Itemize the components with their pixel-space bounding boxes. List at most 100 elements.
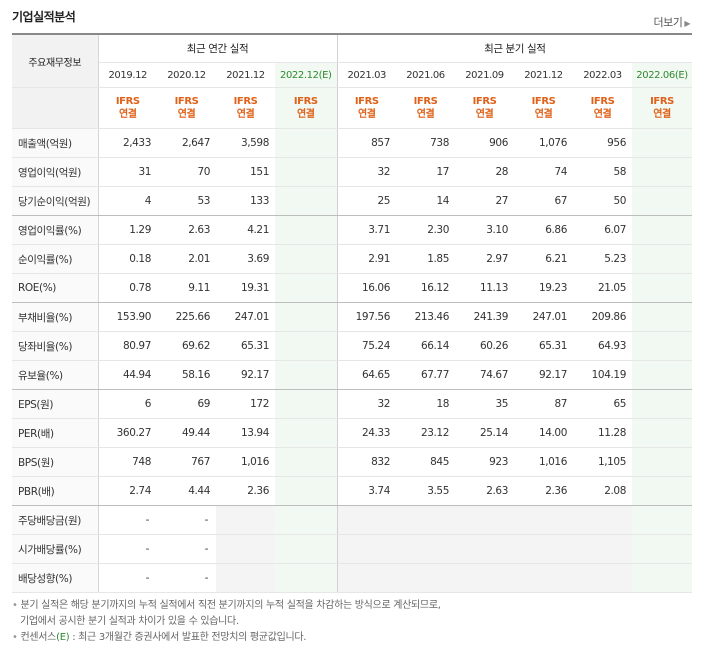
table-cell: 172 (216, 389, 275, 419)
table-cell: 1,105 (573, 447, 632, 477)
table-row: 부채비율(%) 153.90 225.66 247.01 197.56 213.46 241… (12, 302, 693, 332)
table-cell: 65.31 (514, 331, 573, 361)
period-label: 2021.03 (347, 69, 387, 81)
more-link[interactable]: 더보기 ▶ (653, 14, 690, 30)
table-cell: 151 (216, 157, 275, 187)
consolidated-label: 연결 (416, 109, 435, 120)
table-row: 순이익률(%) 0.18 2.01 3.69 2.91 1.85 2.97 6.21 5.23 (12, 244, 693, 274)
table-cell: 32 (336, 157, 396, 187)
period-header: 2022.06(E) (632, 62, 693, 88)
table-cell: 6.86 (514, 215, 573, 245)
period-header: 2021.03 (336, 62, 396, 88)
table-cell: 11.28 (573, 418, 632, 448)
period-header: 2021.12 (216, 62, 275, 88)
table-cell: 80.97 (98, 331, 157, 361)
table-cell (275, 447, 337, 477)
table-cell (632, 534, 693, 564)
consolidated-label: 연결 (534, 109, 553, 120)
table-cell: 67.77 (396, 360, 455, 390)
table-cell: 24.33 (336, 418, 396, 448)
table-cell: 4.44 (157, 476, 216, 506)
table-cell: 92.17 (216, 360, 275, 390)
ifrs-header: IFRS 연결 (573, 87, 632, 129)
table-cell (514, 534, 573, 564)
ifrs-header: IFRS 연결 (216, 87, 275, 129)
table-cell (216, 534, 275, 564)
table-cell: 4 (98, 186, 157, 216)
table-cell (275, 360, 337, 390)
table-cell: 1.85 (396, 244, 455, 274)
period-label: 2022.03 (583, 69, 622, 81)
table-cell: 3,598 (216, 128, 275, 158)
table-cell (455, 563, 514, 593)
table-cell: 14 (396, 186, 455, 216)
table-cell: 2.74 (98, 476, 157, 506)
table-cell (514, 563, 573, 593)
consolidated-label: 연결 (357, 109, 376, 120)
more-label: 더보기 (653, 16, 683, 29)
table-cell: 65 (573, 389, 632, 419)
header-row-periods: 2019.12 2020.12 2021.12 2022.12(E) 2021.03 20… (12, 62, 693, 88)
table-cell (275, 476, 337, 506)
period-label: 2021.06 (406, 69, 445, 81)
table-cell (336, 534, 396, 564)
consolidated-label: 연결 (236, 109, 255, 120)
table-cell: 19.31 (216, 273, 275, 303)
table-row: 당기순이익(억원) 4 53 133 25 14 27 67 50 (12, 186, 693, 216)
period-header: 2021.12 (514, 62, 573, 88)
table-row: 시가배당률(%) - - (12, 534, 693, 564)
table-cell: 32 (336, 389, 396, 419)
table-cell: 14.00 (514, 418, 573, 448)
table-cell: 857 (336, 128, 396, 158)
table-cell (396, 534, 455, 564)
table-cell: 44.94 (98, 360, 157, 390)
table-cell: 247.01 (216, 302, 275, 332)
row-label: ROE(%) (12, 273, 99, 303)
table-cell: 74.67 (455, 360, 514, 390)
row-label: 영업이익률(%) (12, 215, 99, 245)
period-header: 2021.06 (396, 62, 455, 88)
table-cell (632, 186, 693, 216)
table-cell: 360.27 (98, 418, 157, 448)
table-row: 당좌비율(%) 80.97 69.62 65.31 75.24 66.14 60.26 65.… (12, 331, 693, 361)
table-cell: 767 (157, 447, 216, 477)
table-cell (275, 389, 337, 419)
table-cell (275, 157, 337, 187)
table-cell (514, 505, 573, 535)
period-label: 2020.12 (167, 69, 206, 81)
table-cell: 2,433 (98, 128, 157, 158)
table-cell (632, 476, 693, 506)
table-cell: - (98, 534, 157, 564)
table-cell: 60.26 (455, 331, 514, 361)
ifrs-header: IFRS 연결 (455, 87, 514, 129)
table-cell: 153.90 (98, 302, 157, 332)
note-1-cont: 기업에서 공시한 분기 실적과 차이가 있을 수 있습니다. (20, 616, 239, 627)
table-cell: 67 (514, 186, 573, 216)
table-cell (275, 186, 337, 216)
table-cell: 65.31 (216, 331, 275, 361)
table-cell (275, 302, 337, 332)
estimate-mark: (E) (674, 69, 688, 81)
table-cell: 225.66 (157, 302, 216, 332)
ifrs-header: IFRS 연결 (396, 87, 455, 129)
row-label: 매출액(억원) (12, 128, 99, 158)
table-cell: 35 (455, 389, 514, 419)
table-cell: 2.91 (336, 244, 396, 274)
table-cell: 1,016 (216, 447, 275, 477)
period-label: 2019.12 (108, 69, 148, 81)
table-cell: 104.19 (573, 360, 632, 390)
table-cell: 64.65 (336, 360, 396, 390)
consolidated-label: 연결 (475, 109, 494, 120)
table-cell: 17 (396, 157, 455, 187)
row-label: PBR(배) (12, 476, 99, 506)
table-cell: 11.13 (455, 273, 514, 303)
table-cell (216, 563, 275, 593)
table-body: 매출액(억원) 2,433 2,647 3,598 857 738 906 1,076 956 영… (12, 128, 693, 593)
table-cell: 247.01 (514, 302, 573, 332)
table-cell: 4.21 (216, 215, 275, 245)
table-cell (632, 157, 693, 187)
consolidated-label: 연결 (118, 109, 137, 120)
table-cell: 92.17 (514, 360, 573, 390)
table-cell (275, 505, 337, 535)
ifrs-label: IFRS (174, 96, 199, 107)
